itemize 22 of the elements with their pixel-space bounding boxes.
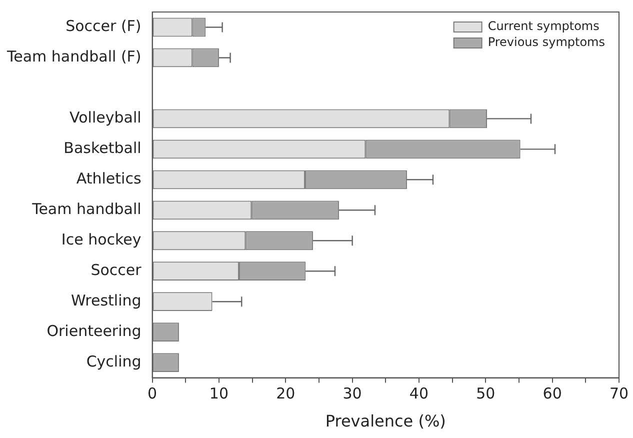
x-tick-label: 0 [148, 384, 158, 403]
y-tick-label: Wrestling [70, 291, 142, 310]
y-tick-label: Orienteering [46, 322, 142, 340]
x-tick-label: 70 [609, 384, 629, 403]
y-tick-label: Athletics [76, 170, 142, 188]
y-tick-label: Soccer (F) [66, 17, 142, 36]
y-tick-label: Soccer [90, 261, 142, 279]
x-tick-label: 20 [276, 384, 296, 403]
y-tick-label: Team handball (F) [6, 48, 142, 66]
y-tick-label: Team handball [31, 200, 142, 218]
x-tick-label: 10 [209, 384, 229, 403]
legend-label: Current symptoms [488, 19, 600, 34]
y-tick-label: Cycling [86, 352, 142, 370]
legend-label: Previous symptoms [488, 35, 606, 50]
y-tick-label: Basketball [64, 139, 142, 158]
x-tick-label: 50 [476, 384, 496, 403]
x-tick-label: 60 [542, 384, 562, 403]
x-axis-title: Prevalence (%) [325, 412, 446, 431]
y-tick-label: Volleyball [70, 108, 142, 127]
x-tick-label: 30 [342, 384, 362, 403]
x-tick-label: 40 [409, 384, 429, 403]
y-tick-label: Ice hockey [61, 230, 142, 249]
